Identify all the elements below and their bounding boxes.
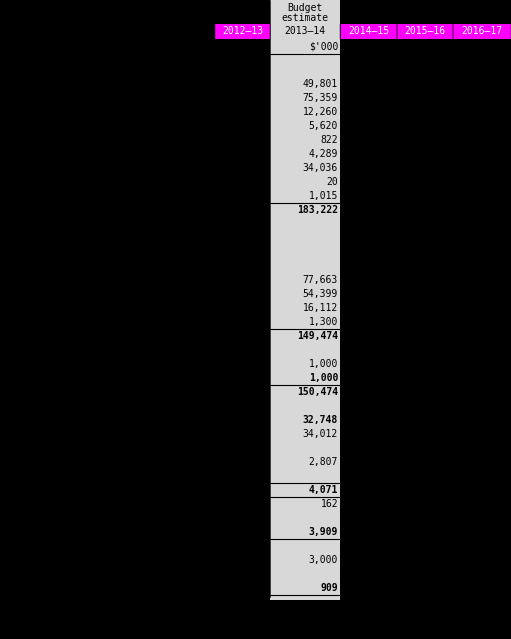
Text: 1,300: 1,300 (309, 317, 338, 327)
Bar (270, 39, 340, 54)
Text: 49,801: 49,801 (303, 79, 338, 89)
Bar (270, 0, 340, 600)
Text: 162: 162 (320, 499, 338, 509)
Text: 32,748: 32,748 (303, 415, 338, 425)
Text: 54,399: 54,399 (303, 289, 338, 299)
Text: 16,112: 16,112 (303, 303, 338, 313)
Bar (340, 24, 397, 39)
Text: 20: 20 (326, 177, 338, 187)
Text: 4,289: 4,289 (309, 149, 338, 159)
Text: $'000: $'000 (309, 42, 338, 52)
Bar (397, 24, 453, 39)
Text: 34,012: 34,012 (303, 429, 338, 439)
Text: 150,474: 150,474 (297, 387, 338, 397)
Text: 75,359: 75,359 (303, 93, 338, 103)
Text: 183,222: 183,222 (297, 205, 338, 215)
Text: 3,909: 3,909 (309, 527, 338, 537)
Bar (270, 0, 340, 24)
Text: 3,000: 3,000 (309, 555, 338, 565)
Text: 2016–17: 2016–17 (461, 26, 502, 36)
Text: 2012–13: 2012–13 (222, 26, 263, 36)
Text: Budget: Budget (287, 3, 322, 13)
Text: 149,474: 149,474 (297, 331, 338, 341)
Bar (453, 24, 511, 39)
Text: 1,000: 1,000 (309, 359, 338, 369)
Text: 2,807: 2,807 (309, 457, 338, 467)
Text: 77,663: 77,663 (303, 275, 338, 285)
Bar (270, 24, 340, 39)
Text: 822: 822 (320, 135, 338, 145)
Text: estimate: estimate (282, 13, 329, 23)
Text: 909: 909 (320, 583, 338, 593)
Text: 1,000: 1,000 (309, 373, 338, 383)
Text: 1,015: 1,015 (309, 191, 338, 201)
Text: 4,071: 4,071 (309, 485, 338, 495)
Text: 2015–16: 2015–16 (404, 26, 446, 36)
Text: 12,260: 12,260 (303, 107, 338, 117)
Text: 34,036: 34,036 (303, 163, 338, 173)
Bar (215, 24, 270, 39)
Text: 2014–15: 2014–15 (348, 26, 389, 36)
Text: 5,620: 5,620 (309, 121, 338, 131)
Text: 2013–14: 2013–14 (285, 26, 326, 36)
